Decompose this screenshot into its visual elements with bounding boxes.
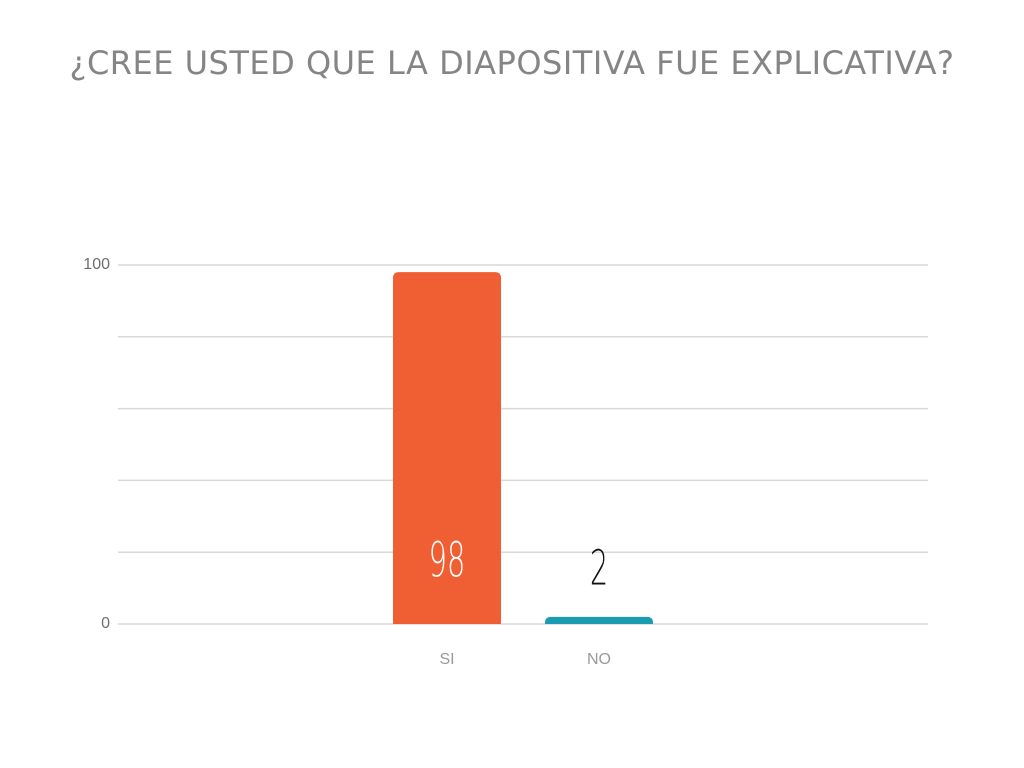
y-tick-label: 0: [101, 615, 110, 632]
data-label: 2: [590, 541, 608, 597]
chart-title: ¿CREE USTED QUE LA DIAPOSITIVA FUE EXPLI…: [69, 44, 954, 82]
y-tick-label: 100: [83, 256, 110, 273]
bar: [545, 616, 653, 624]
x-tick-label: SI: [439, 651, 454, 668]
data-label: 98: [429, 533, 466, 589]
x-tick-label: NO: [587, 651, 611, 668]
bar: [393, 272, 501, 624]
